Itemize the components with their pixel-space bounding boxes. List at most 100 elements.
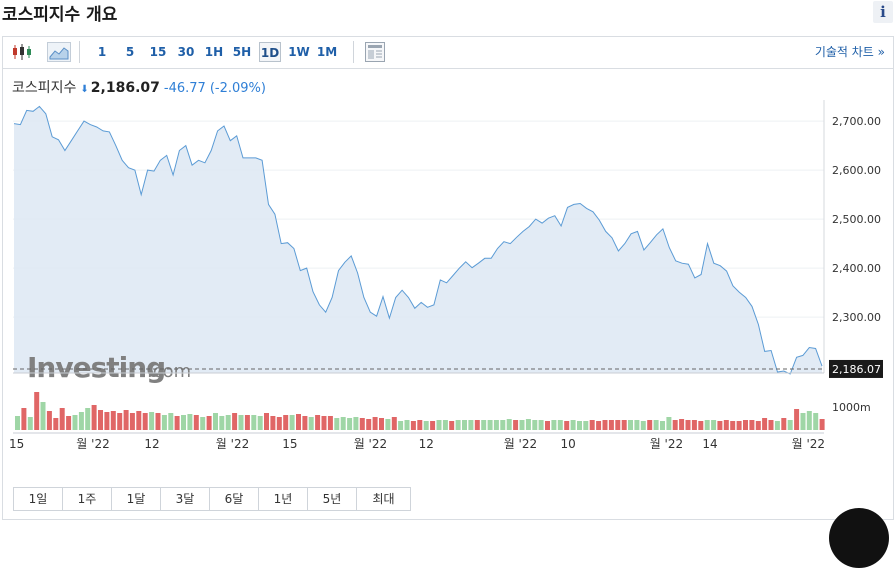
volume-bar xyxy=(685,420,691,430)
volume-bar xyxy=(225,415,231,430)
volume-bar xyxy=(794,409,800,430)
volume-bar xyxy=(532,420,538,430)
volume-bar xyxy=(557,420,563,430)
y-tick-label: 2,300.00 xyxy=(832,311,881,324)
volume-bar xyxy=(691,420,697,430)
price-change-percent: (-2.09%) xyxy=(209,81,266,96)
price-area xyxy=(14,106,822,375)
interval-1d[interactable]: 1D xyxy=(259,42,281,62)
volume-bar xyxy=(276,417,282,430)
volume-bar xyxy=(149,412,155,430)
x-tick-label: 월 '22 xyxy=(354,437,387,451)
volume-bar xyxy=(347,418,353,430)
volume-bar xyxy=(379,418,384,430)
volume-bar xyxy=(736,421,742,430)
volume-bar xyxy=(308,417,314,430)
volume-bar xyxy=(743,420,748,430)
volume-bar xyxy=(621,420,627,430)
interval-1m[interactable]: 1M xyxy=(316,45,338,59)
range-max-button[interactable]: 최대 xyxy=(357,488,410,510)
price-chart[interactable]: 2,700.00 2,600.00 2,500.00 2,400.00 2,300.00… xyxy=(3,37,893,482)
volume-bar xyxy=(672,420,678,430)
volume-bar xyxy=(264,413,269,430)
chart-toolbar: 1 5 15 30 1H 5H 1D 1W 1M 기술적 차트 » xyxy=(3,37,893,69)
x-tick-label: 월 '22 xyxy=(650,437,683,451)
volume-bar xyxy=(506,419,512,430)
info-icon[interactable]: i xyxy=(873,1,893,23)
interval-5h[interactable]: 5H xyxy=(232,45,252,59)
volume-bar xyxy=(359,418,365,430)
x-tick-label: 12 xyxy=(419,437,434,451)
volume-bar xyxy=(353,417,359,430)
toolbar-separator xyxy=(353,41,354,63)
range-1w-button[interactable]: 1주 xyxy=(63,488,112,510)
x-tick-label: 12 xyxy=(144,437,159,451)
volume-bar xyxy=(628,420,633,430)
volume-bar xyxy=(787,420,793,430)
volume-bar xyxy=(800,413,806,430)
technical-chart-link[interactable]: 기술적 차트 » xyxy=(814,45,885,59)
volume-bar xyxy=(372,417,378,430)
volume-bar xyxy=(21,408,27,430)
volume-bar xyxy=(161,415,167,430)
range-6mo-button[interactable]: 6달 xyxy=(210,488,259,510)
volume-bar xyxy=(653,420,659,430)
volume-bar xyxy=(46,411,52,430)
layout-icon[interactable] xyxy=(365,42,385,62)
volume-bar xyxy=(430,421,436,430)
volume-bar xyxy=(142,413,148,430)
price-change: -46.77 xyxy=(163,81,206,96)
volume-bar xyxy=(40,402,46,430)
volume-bar xyxy=(27,417,33,430)
interval-1h[interactable]: 1H xyxy=(204,45,224,59)
index-price: 2,186.07 xyxy=(90,80,160,96)
volume-bar xyxy=(615,420,621,430)
volume-bar xyxy=(251,415,257,430)
page-title: 코스피지수 개요 xyxy=(2,5,118,25)
toolbar-separator xyxy=(79,41,80,63)
x-tick-label: 10 xyxy=(561,437,576,451)
volume-bar xyxy=(340,417,346,430)
investing-logo-suffix: .com xyxy=(147,361,191,382)
volume-bar xyxy=(602,420,608,430)
volume-bar xyxy=(315,415,321,430)
floating-action-button[interactable] xyxy=(829,508,889,568)
volume-bar xyxy=(647,420,653,430)
volume-bar xyxy=(589,420,595,430)
range-3mo-button[interactable]: 3달 xyxy=(161,488,210,510)
volume-bar xyxy=(781,418,787,430)
volume-bar xyxy=(410,421,416,430)
y-tick-label: 2,700.00 xyxy=(832,115,881,128)
investing-logo-brand: Investing xyxy=(27,351,165,384)
interval-1w[interactable]: 1W xyxy=(288,45,310,59)
volume-bar xyxy=(321,416,327,430)
interval-1[interactable]: 1 xyxy=(97,45,107,59)
volume-bar xyxy=(577,421,582,430)
volume-bar xyxy=(391,417,397,430)
volume-bar xyxy=(449,421,455,430)
volume-bar xyxy=(232,413,238,430)
volume-axis-label: 1000m xyxy=(832,401,871,414)
volume-bar xyxy=(181,415,186,430)
volume-bar xyxy=(500,420,506,430)
interval-5[interactable]: 5 xyxy=(125,45,135,59)
y-tick-label: 2,500.00 xyxy=(832,213,881,226)
interval-15[interactable]: 15 xyxy=(149,45,167,59)
volume-bar xyxy=(462,420,467,430)
candlestick-icon[interactable] xyxy=(11,42,33,62)
range-1mo-button[interactable]: 1달 xyxy=(112,488,161,510)
area-chart-icon[interactable] xyxy=(47,42,71,62)
interval-30[interactable]: 30 xyxy=(177,45,195,59)
volume-bar xyxy=(768,420,774,430)
volume-bar xyxy=(698,421,704,430)
volume-bar xyxy=(755,421,761,430)
range-1y-button[interactable]: 1년 xyxy=(259,488,308,510)
volume-bar xyxy=(283,415,289,430)
volume-bar xyxy=(762,418,768,430)
volume-bar xyxy=(525,419,531,430)
range-1d-button[interactable]: 1일 xyxy=(14,488,63,510)
range-5y-button[interactable]: 5년 xyxy=(308,488,357,510)
volume-bar xyxy=(660,421,665,430)
volume-bar xyxy=(545,421,550,430)
x-tick-label: 월 '22 xyxy=(792,437,825,451)
